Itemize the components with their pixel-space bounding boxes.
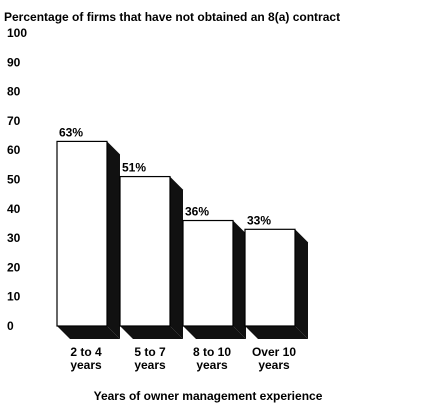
y-tick-label: 80 — [7, 85, 21, 99]
data-labels: 63% 51% 36% 33% — [59, 125, 271, 227]
bar-shadow-side — [233, 220, 246, 339]
bar-shadow-side — [107, 141, 120, 339]
x-tick-label: Over 10 years — [252, 345, 296, 372]
y-tick-label: 20 — [7, 260, 21, 274]
bar — [119, 175, 183, 339]
x-tick-label: 5 to 7 years — [134, 345, 166, 372]
bars — [56, 140, 308, 339]
y-tick-label: 40 — [7, 202, 21, 216]
bar-shadow-bottom — [245, 326, 308, 339]
bar — [56, 140, 120, 339]
y-axis: 0 10 20 30 40 50 60 70 80 90 100 — [7, 26, 27, 333]
bar-face — [56, 140, 108, 327]
data-label: 51% — [122, 161, 146, 175]
bar-shadow-bottom — [120, 326, 183, 339]
bar — [244, 228, 308, 339]
bar-face — [244, 228, 296, 327]
y-tick-label: 70 — [7, 114, 21, 128]
data-label: 63% — [59, 125, 83, 139]
bar-face — [182, 219, 234, 327]
x-tick-label: 2 to 4 years — [70, 345, 102, 372]
chart-title: Percentage of firms that have not obtain… — [4, 10, 340, 24]
bar-shadow-bottom — [183, 326, 246, 339]
bar — [182, 219, 246, 339]
bar-shadow-side — [170, 176, 183, 339]
x-axis: 2 to 4 years 5 to 7 years 8 to 10 years Over 1… — [70, 345, 296, 372]
y-tick-label: 50 — [7, 173, 21, 187]
y-tick-label: 60 — [7, 143, 21, 157]
y-tick-label: 0 — [7, 319, 14, 333]
bar-shadow-bottom — [57, 326, 120, 339]
y-tick-label: 10 — [7, 290, 21, 304]
y-tick-label: 90 — [7, 55, 21, 69]
x-axis-label: Years of owner management experience — [94, 389, 323, 403]
x-tick-label: 8 to 10 years — [193, 345, 231, 372]
bar-face — [119, 175, 171, 327]
data-label: 36% — [185, 205, 209, 219]
y-tick-label: 100 — [7, 26, 27, 40]
data-label: 33% — [247, 213, 271, 227]
bar-shadow-side — [295, 229, 308, 339]
y-tick-label: 30 — [7, 231, 21, 245]
